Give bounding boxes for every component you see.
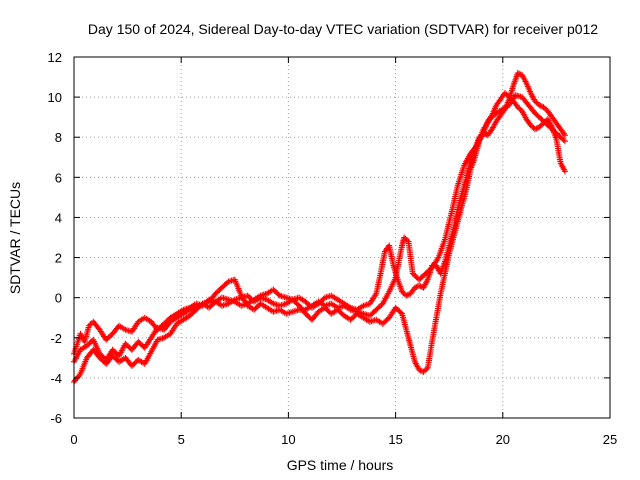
- data-point: [561, 132, 568, 139]
- data-point: [531, 98, 538, 105]
- data-point: [423, 366, 430, 373]
- x-axis-label: GPS time / hours: [287, 457, 394, 473]
- data-point: [560, 136, 567, 143]
- grid-lines: [74, 57, 610, 418]
- x-tick-label: 25: [603, 432, 617, 447]
- axis-ticks: 0 5 10 15 20 25 -6 -4 -2 0 2 4 6 8 10 12: [48, 50, 618, 447]
- data-point: [537, 122, 544, 129]
- data-point: [501, 90, 508, 97]
- data-point: [541, 105, 548, 112]
- data-point: [476, 134, 483, 141]
- data-point: [561, 138, 568, 145]
- y-tick-label: 6: [55, 170, 62, 185]
- data-point: [516, 70, 523, 77]
- data-point: [416, 282, 423, 289]
- data-point: [87, 321, 94, 328]
- data-point: [480, 130, 487, 137]
- data-point: [477, 132, 484, 139]
- chart-title: Day 150 of 2024, Sidereal Day-to-day VTE…: [88, 21, 598, 37]
- data-point: [529, 123, 536, 130]
- data-point: [420, 368, 427, 375]
- y-tick-label: -2: [50, 331, 62, 346]
- data-point: [401, 234, 408, 241]
- series-track-c: [71, 70, 568, 357]
- data-point: [86, 322, 93, 329]
- data-point: [536, 124, 543, 131]
- data-point: [531, 126, 538, 133]
- data-point: [516, 105, 523, 112]
- data-point: [533, 99, 540, 106]
- y-axis-label: SDTVAR / TECUs: [7, 182, 23, 294]
- y-tick-label: 2: [55, 251, 62, 266]
- data-point: [536, 102, 543, 109]
- x-tick-label: 0: [70, 432, 77, 447]
- data-point: [540, 104, 547, 111]
- data-point: [421, 367, 428, 374]
- data-point: [416, 366, 423, 373]
- data-point: [95, 325, 102, 332]
- data-point: [399, 288, 406, 295]
- data-point: [537, 102, 544, 109]
- data-point: [76, 372, 83, 379]
- series-track-b: [71, 90, 568, 385]
- data-point: [514, 104, 521, 111]
- data-point: [404, 237, 411, 244]
- data-point: [413, 283, 420, 290]
- series-track-a: [71, 92, 568, 365]
- x-tick-label: 15: [388, 432, 402, 447]
- data-point: [559, 135, 566, 142]
- data-point: [404, 291, 411, 298]
- data-point: [527, 122, 534, 129]
- data-point: [411, 284, 418, 291]
- plot-frame: [73, 56, 611, 419]
- y-tick-label: 8: [55, 130, 62, 145]
- data-point: [503, 91, 510, 98]
- data-point: [514, 70, 521, 77]
- data-points: [71, 70, 568, 385]
- x-tick-label: 20: [496, 432, 510, 447]
- x-tick-label: 10: [281, 432, 295, 447]
- y-tick-label: -6: [50, 411, 62, 426]
- data-point: [402, 235, 409, 242]
- data-point: [533, 125, 540, 132]
- y-tick-label: 4: [55, 210, 62, 225]
- data-point: [403, 292, 410, 299]
- data-point: [540, 120, 547, 127]
- y-tick-label: 10: [48, 90, 62, 105]
- data-point: [400, 289, 407, 296]
- x-tick-label: 5: [178, 432, 185, 447]
- data-point: [539, 121, 546, 128]
- y-tick-label: 12: [48, 50, 62, 65]
- y-tick-label: -4: [50, 371, 62, 386]
- data-point: [419, 368, 426, 375]
- y-tick-label: 0: [55, 291, 62, 306]
- data-point: [561, 168, 568, 175]
